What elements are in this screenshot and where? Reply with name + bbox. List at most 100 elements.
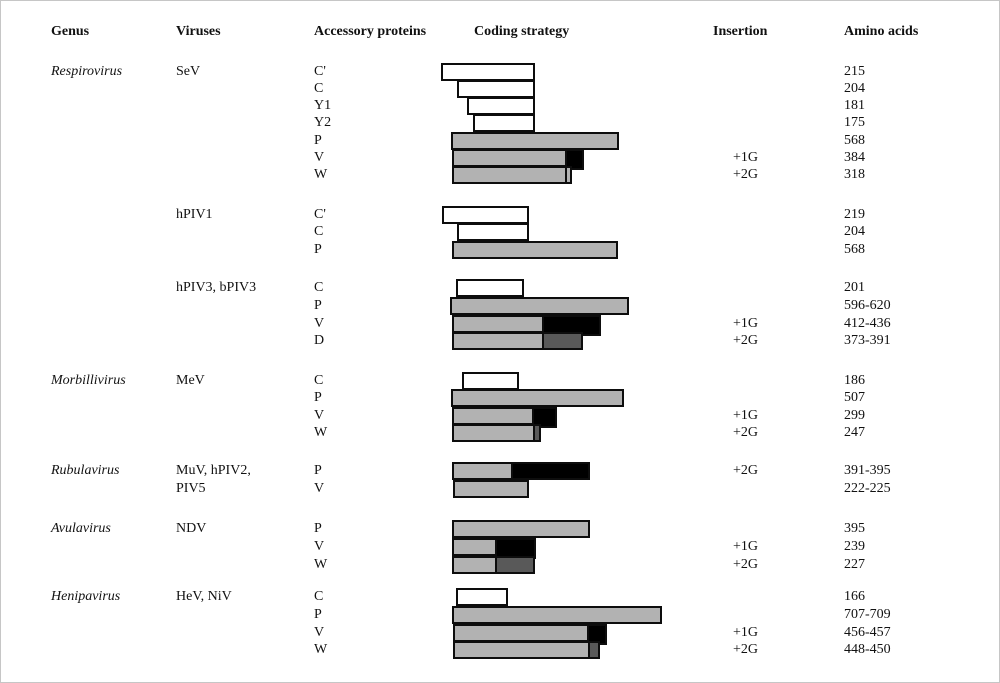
coding-bar-segment-gray [452,556,497,574]
coding-bar-segment-white [462,372,519,390]
protein-label: C [314,373,324,388]
protein-label: V [314,316,325,331]
amino-acids-value: 596-620 [844,298,891,313]
amino-acids-value: 568 [844,242,865,257]
column-header-coding-strategy: Coding strategy [474,24,570,39]
protein-label: P [314,390,322,405]
amino-acids-value: 391-395 [844,463,891,478]
amino-acids-value: 507 [844,390,865,405]
coding-bar-segment-gray [452,606,662,624]
coding-bar-segment-gray [452,315,544,333]
protein-label: W [314,642,328,657]
protein-label: V [314,150,325,165]
insertion-value: +1G [733,150,759,165]
coding-bar-segment-black [565,149,584,170]
protein-label: W [314,557,328,572]
amino-acids-value: 215 [844,64,865,79]
genus-label: Avulavirus [51,521,111,536]
coding-bar-segment-black [511,462,590,480]
coding-bar-segment-darkgray [495,556,535,574]
amino-acids-value: 204 [844,224,865,239]
amino-acids-value: 456-457 [844,625,891,640]
protein-label: P [314,463,322,478]
coding-bar-segment-gray [565,166,572,184]
protein-label: W [314,167,328,182]
amino-acids-value: 222-225 [844,481,891,496]
amino-acids-value: 384 [844,150,865,165]
coding-bar-segment-gray [452,166,567,184]
genus-label: Henipavirus [51,589,121,604]
coding-bar-segment-darkgray [542,332,583,350]
virus-label: HeV, NiV [176,589,232,604]
genus-label: Rubulavirus [51,463,120,478]
column-header-amino-acids: Amino acids [844,24,919,39]
coding-bar-segment-gray [450,297,629,315]
amino-acids-value: 181 [844,98,865,113]
virus-label: hPIV3, bPIV3 [176,280,257,295]
protein-label: P [314,521,322,536]
amino-acids-value: 247 [844,425,865,440]
amino-acids-value: 166 [844,589,865,604]
amino-acids-value: 707-709 [844,607,891,622]
coding-bar-segment-white [473,114,535,132]
virus-label: NDV [176,521,207,536]
protein-label: C [314,280,324,295]
protein-label: C' [314,64,326,79]
coding-bar-segment-gray [453,641,590,659]
amino-acids-value: 448-450 [844,642,891,657]
coding-bar-segment-gray [452,538,497,556]
protein-label: C' [314,207,326,222]
column-header-insertion: Insertion [713,24,768,39]
insertion-value: +1G [733,408,759,423]
amino-acids-value: 412-436 [844,316,891,331]
coding-bar-segment-white [456,588,508,606]
coding-bar-segment-gray [452,520,590,538]
insertion-value: +2G [733,425,759,440]
amino-acids-value: 186 [844,373,865,388]
virus-label: MuV, hPIV2, [176,463,251,478]
genus-label: Respirovirus [51,64,123,79]
coding-bar-segment-gray [451,389,624,407]
virus-label: SeV [176,64,201,79]
amino-acids-value: 239 [844,539,865,554]
coding-bar-segment-white [441,63,535,81]
insertion-value: +1G [733,625,759,640]
protein-label: V [314,625,325,640]
virus-label: PIV5 [176,481,206,496]
coding-bar-segment-gray [451,132,619,150]
amino-acids-value: 395 [844,521,865,536]
insertion-value: +2G [733,167,759,182]
protein-label: C [314,224,324,239]
coding-bar-segment-darkgray [533,424,541,442]
insertion-value: +1G [733,316,759,331]
coding-bar-segment-gray [452,241,618,259]
protein-label: W [314,425,328,440]
coding-bar-segment-white [467,97,535,115]
amino-acids-value: 175 [844,115,865,130]
insertion-value: +2G [733,557,759,572]
column-header-genus: Genus [51,24,90,39]
virus-label: MeV [176,373,205,388]
protein-label: P [314,298,322,313]
coding-bar-segment-gray [453,624,589,642]
amino-acids-value: 201 [844,280,865,295]
amino-acids-value: 318 [844,167,865,182]
protein-label: D [314,333,325,348]
coding-bar-segment-white [456,279,524,297]
coding-bar-segment-gray [452,424,535,442]
amino-acids-value: 219 [844,207,865,222]
genus-label: Morbillivirus [51,373,126,388]
coding-bar-segment-gray [452,407,534,425]
amino-acids-value: 227 [844,557,865,572]
column-header-viruses: Viruses [176,24,221,39]
virus-label: hPIV1 [176,207,213,222]
protein-label: P [314,133,322,148]
protein-label: P [314,607,322,622]
coding-bar-segment-gray [452,332,544,350]
coding-bar-segment-black [532,407,557,428]
column-header-accessory-proteins: Accessory proteins [314,24,427,39]
protein-label: V [314,408,325,423]
insertion-value: +2G [733,333,759,348]
protein-label: V [314,539,325,554]
